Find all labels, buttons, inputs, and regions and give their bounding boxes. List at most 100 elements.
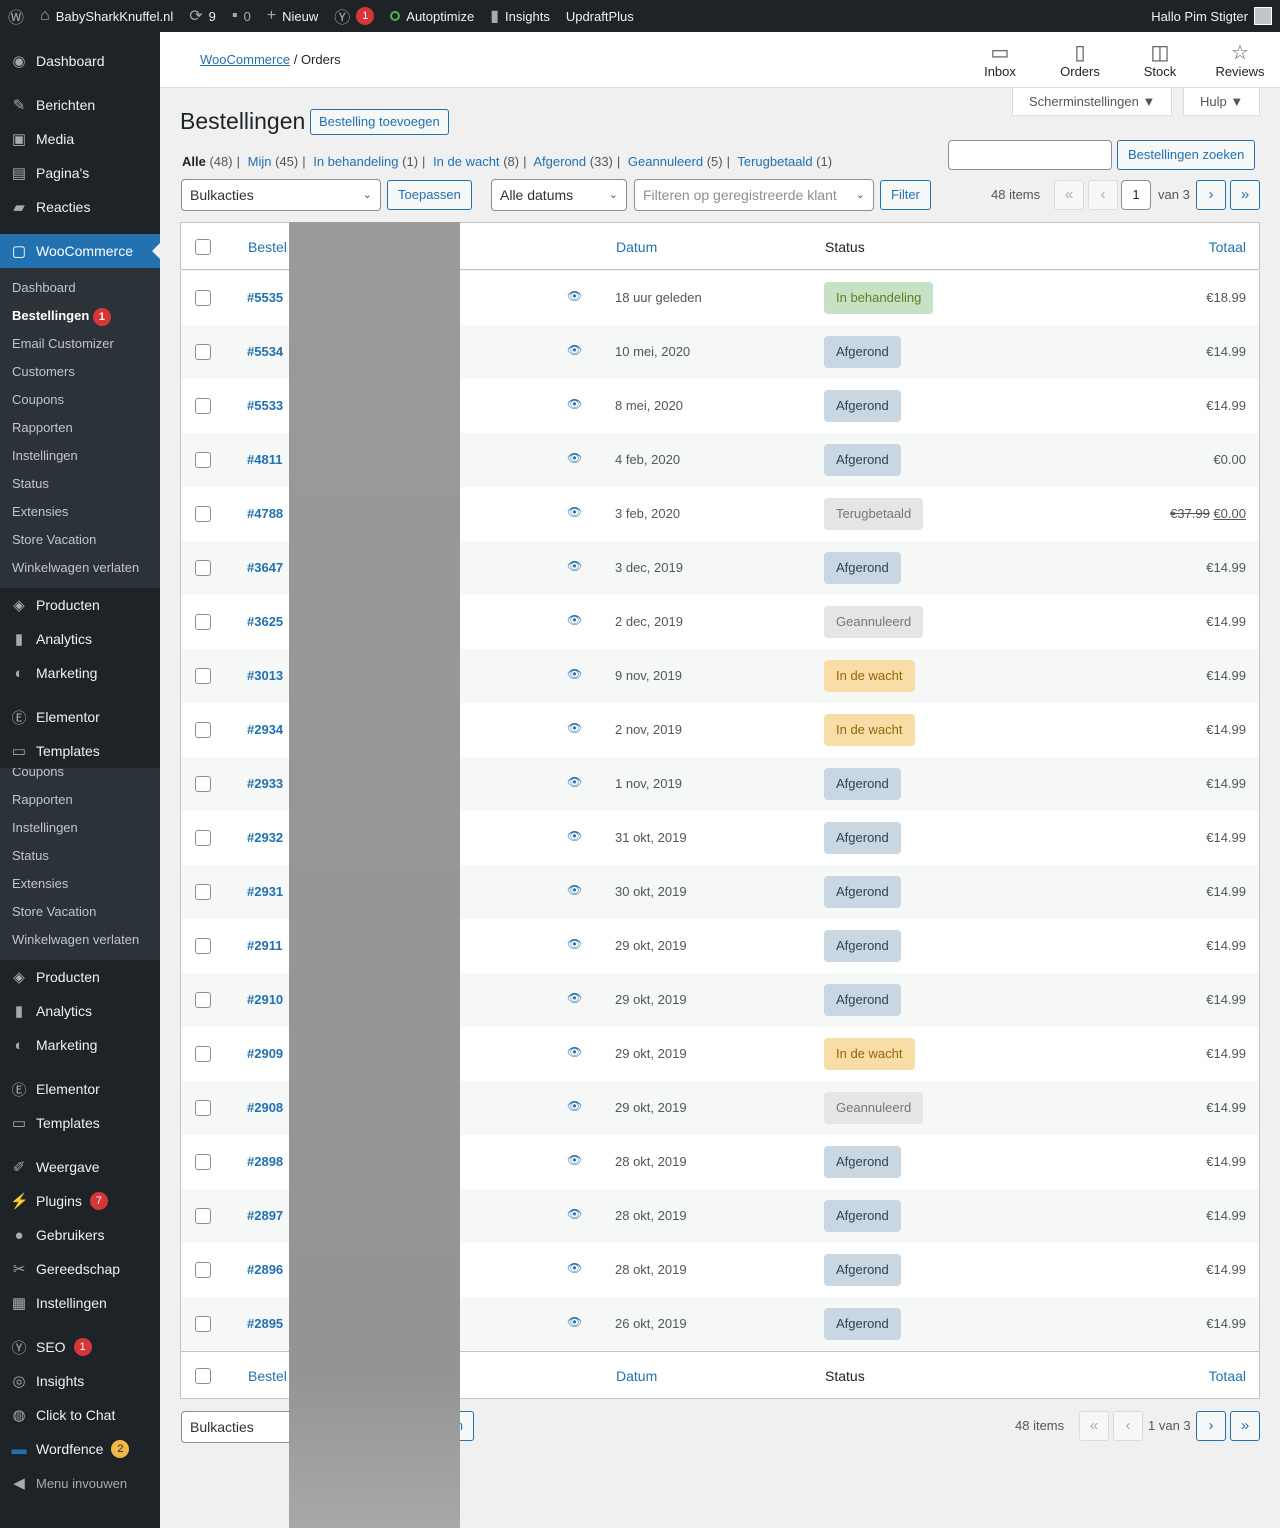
order-number-link[interactable]: #2911 bbox=[247, 938, 283, 953]
menu-settings[interactable]: ▦ Instellingen bbox=[0, 1286, 160, 1320]
eye-icon[interactable]: 👁 bbox=[567, 991, 583, 1005]
submenu-coupons[interactable]: Coupons bbox=[12, 392, 65, 407]
submenu-dashboard[interactable]: Dashboard bbox=[12, 280, 76, 295]
updates-link[interactable]: ⟳ 9 bbox=[181, 0, 224, 32]
search-orders-button[interactable]: Bestellingen zoeken bbox=[1117, 140, 1256, 170]
order-number-link[interactable]: #2898 bbox=[247, 1154, 284, 1169]
row-checkbox[interactable] bbox=[195, 1262, 211, 1278]
row-checkbox[interactable] bbox=[195, 506, 211, 522]
eye-icon[interactable]: 👁 bbox=[567, 721, 583, 735]
menu-insights[interactable]: ◎ Insights bbox=[0, 1364, 160, 1398]
order-number-link[interactable]: #4811 bbox=[247, 452, 283, 467]
filter-completed[interactable]: Afgerond bbox=[533, 154, 587, 169]
filter-on-hold[interactable]: In de wacht bbox=[433, 154, 500, 169]
order-number-link[interactable]: #2931 bbox=[247, 884, 284, 899]
order-number-link[interactable]: #5533 bbox=[247, 398, 284, 413]
order-number-link[interactable]: #2909 bbox=[247, 1046, 284, 1061]
row-checkbox[interactable] bbox=[195, 1154, 211, 1170]
column-order[interactable]: Bestel bbox=[248, 1368, 287, 1384]
submenu-reports[interactable]: Rapporten bbox=[12, 420, 73, 435]
menu-appearance[interactable]: ✐ Weergave bbox=[0, 1150, 160, 1184]
order-number-link[interactable]: #2908 bbox=[247, 1100, 284, 1115]
current-page-input[interactable]: 1 bbox=[1121, 180, 1151, 210]
submenu-settings[interactable]: Instellingen bbox=[12, 448, 78, 463]
filter-processing[interactable]: In behandeling bbox=[313, 154, 399, 169]
menu-marketing[interactable]: ◐ Marketing bbox=[0, 656, 160, 690]
row-checkbox[interactable] bbox=[195, 722, 211, 738]
wordpress-logo[interactable]: Ⓦ bbox=[0, 0, 32, 32]
order-number-link[interactable]: #5535 bbox=[247, 290, 284, 305]
filter-button[interactable]: Filter bbox=[880, 180, 931, 210]
autoptimize-link[interactable]: Autoptimize bbox=[382, 0, 482, 32]
eye-icon[interactable]: 👁 bbox=[567, 451, 583, 465]
order-number-link[interactable]: #2897 bbox=[247, 1208, 284, 1223]
submenu-store-vacation[interactable]: Store Vacation bbox=[12, 904, 97, 919]
orders-button[interactable]: ▯ Orders bbox=[1050, 42, 1110, 79]
column-total[interactable]: Totaal bbox=[1208, 1368, 1246, 1384]
menu-analytics[interactable]: ▮ Analytics bbox=[0, 994, 160, 1028]
account-menu[interactable]: Hallo Pim Stigter bbox=[1143, 0, 1280, 32]
submenu-coupons[interactable]: Coupons bbox=[12, 768, 65, 779]
row-checkbox[interactable] bbox=[195, 560, 211, 576]
reviews-button[interactable]: ☆ Reviews bbox=[1210, 42, 1270, 79]
order-number-link[interactable]: #2896 bbox=[247, 1262, 284, 1277]
column-total[interactable]: Totaal bbox=[1208, 239, 1246, 255]
eye-icon[interactable]: 👁 bbox=[567, 883, 583, 897]
eye-icon[interactable]: 👁 bbox=[567, 829, 583, 843]
inbox-button[interactable]: ▭ Inbox bbox=[970, 42, 1030, 79]
menu-click-to-chat[interactable]: ◍ Click to Chat bbox=[0, 1398, 160, 1432]
row-checkbox[interactable] bbox=[195, 452, 211, 468]
submenu-orders[interactable]: Bestellingen 1 bbox=[0, 302, 160, 330]
menu-media[interactable]: ▣ Media bbox=[0, 122, 160, 156]
select-all-checkbox[interactable] bbox=[195, 1368, 211, 1384]
date-filter-select[interactable]: Alle datums ⌄ bbox=[491, 179, 627, 211]
order-number-link[interactable]: #3647 bbox=[247, 560, 284, 575]
submenu-store-vacation[interactable]: Store Vacation bbox=[12, 532, 97, 547]
help-button[interactable]: Hulp ▼ bbox=[1183, 88, 1261, 116]
eye-icon[interactable]: 👁 bbox=[567, 1045, 583, 1059]
menu-tools[interactable]: ✂ Gereedschap bbox=[0, 1252, 160, 1286]
select-all-checkbox[interactable] bbox=[195, 239, 211, 255]
eye-icon[interactable]: 👁 bbox=[567, 1099, 583, 1113]
row-checkbox[interactable] bbox=[195, 290, 211, 306]
submenu-extensions[interactable]: Extensies bbox=[12, 504, 69, 519]
last-page-button[interactable]: » bbox=[1230, 1411, 1260, 1441]
add-order-button[interactable]: Bestelling toevoegen bbox=[310, 109, 449, 135]
menu-products[interactable]: ◈ Producten bbox=[0, 960, 160, 994]
last-page-button[interactable]: » bbox=[1230, 180, 1260, 210]
menu-woocommerce[interactable]: ▢ WooCommerce bbox=[0, 234, 160, 268]
comments-link[interactable]: ▪ 0 bbox=[224, 0, 259, 32]
eye-icon[interactable]: 👁 bbox=[567, 289, 583, 303]
column-order[interactable]: Bestel bbox=[248, 239, 287, 255]
submenu-status[interactable]: Status bbox=[12, 848, 49, 863]
menu-elementor[interactable]: Ⓔ Elementor bbox=[0, 700, 160, 734]
bulk-actions-select[interactable]: Bulkacties ⌄ bbox=[181, 179, 381, 211]
order-number-link[interactable]: #2933 bbox=[247, 776, 284, 791]
row-checkbox[interactable] bbox=[195, 992, 211, 1008]
menu-templates[interactable]: ▭ Templates bbox=[0, 734, 160, 768]
eye-icon[interactable]: 👁 bbox=[567, 667, 583, 681]
eye-icon[interactable]: 👁 bbox=[567, 1207, 583, 1221]
submenu-email-customizer[interactable]: Email Customizer bbox=[12, 336, 114, 351]
search-input[interactable] bbox=[948, 140, 1112, 170]
submenu-settings[interactable]: Instellingen bbox=[12, 820, 78, 835]
eye-icon[interactable]: 👁 bbox=[567, 1153, 583, 1167]
next-page-button[interactable]: › bbox=[1196, 180, 1226, 210]
menu-products[interactable]: ◈ Producten bbox=[0, 588, 160, 622]
menu-wordfence[interactable]: ▬ Wordfence 2 bbox=[0, 1432, 160, 1466]
breadcrumb-woocommerce[interactable]: WooCommerce bbox=[200, 52, 291, 67]
order-number-link[interactable]: #2932 bbox=[247, 830, 284, 845]
eye-icon[interactable]: 👁 bbox=[567, 343, 583, 357]
submenu-extensions[interactable]: Extensies bbox=[12, 876, 69, 891]
order-number-link[interactable]: #2895 bbox=[247, 1316, 284, 1331]
menu-plugins[interactable]: ⚡ Plugins 7 bbox=[0, 1184, 160, 1218]
submenu-reports[interactable]: Rapporten bbox=[12, 792, 73, 807]
filter-refunded[interactable]: Terugbetaald bbox=[737, 154, 813, 169]
submenu-customers[interactable]: Customers bbox=[12, 364, 75, 379]
customer-filter-select[interactable]: Filteren op geregistreerde klant ⌄ bbox=[634, 179, 874, 211]
new-content-link[interactable]: + Nieuw bbox=[259, 0, 326, 32]
column-date[interactable]: Datum bbox=[616, 239, 658, 255]
menu-analytics[interactable]: ▮ Analytics bbox=[0, 622, 160, 656]
menu-elementor[interactable]: Ⓔ Elementor bbox=[0, 1072, 160, 1106]
menu-comments[interactable]: ▰ Reacties bbox=[0, 190, 160, 224]
